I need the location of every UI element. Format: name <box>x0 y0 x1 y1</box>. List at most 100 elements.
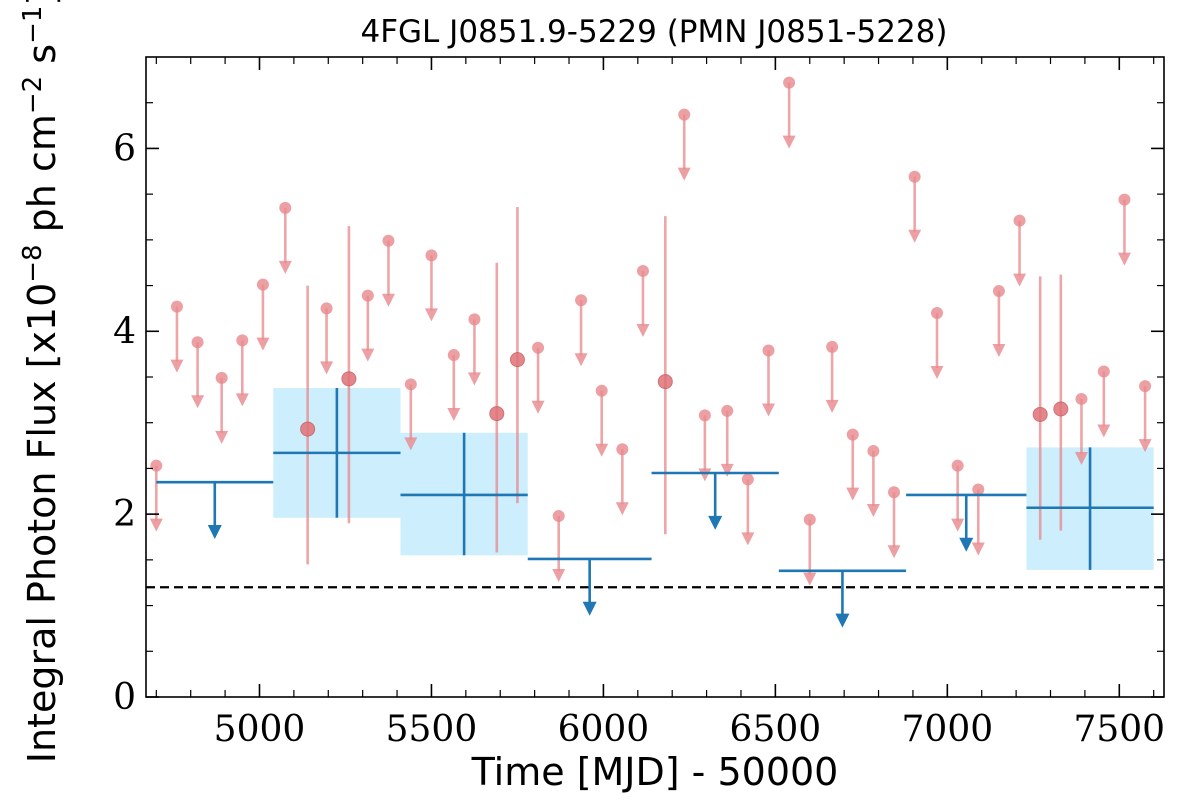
upper-limit-arrow-head <box>1097 424 1111 438</box>
upper-limit-arrow-head <box>404 437 418 451</box>
upper-limit-point <box>1013 214 1026 227</box>
detection-point <box>300 421 316 437</box>
plot-area <box>146 76 1164 628</box>
upper-limit-arrow-head <box>552 568 566 582</box>
upper-limit-arrow-head <box>615 502 629 516</box>
upper-limit-arrow-head <box>595 443 609 457</box>
y-axis-label-exp3: −1 <box>18 6 48 44</box>
upper-limit-arrow-head <box>741 532 755 546</box>
upper-limit-arrow-head <box>1074 451 1088 465</box>
plot-frame <box>145 56 1165 698</box>
upper-limit-point <box>425 249 438 262</box>
upper-limit-point <box>721 404 734 417</box>
upper-limit-arrow-head <box>971 542 985 556</box>
upper-limit-arrow-head <box>1013 273 1027 287</box>
upper-limit-point <box>678 108 691 121</box>
upper-limit-point <box>532 341 545 354</box>
upper-limit-point <box>320 302 333 315</box>
upper-limit-point <box>575 294 588 307</box>
upper-limit-arrow-head <box>467 372 481 386</box>
upper-limit-point <box>846 428 859 441</box>
detection-point <box>341 371 357 387</box>
y-axis-label-end: ] <box>20 0 64 6</box>
upper-limit-arrow-head <box>278 260 292 274</box>
upper-limit-arrow-head <box>381 293 395 307</box>
upper-limit-point <box>1075 392 1088 405</box>
y-axis-label: Integral Photon Flux [x10−8 ph cm−2 s−1] <box>18 0 64 763</box>
long-bin-upper-limit-head <box>835 613 850 628</box>
y-tick-label: 2 <box>113 494 136 535</box>
upper-limit-arrow-head <box>782 135 796 149</box>
upper-limit-arrow-head <box>866 504 880 518</box>
y-tick-label: 0 <box>113 677 136 718</box>
upper-limit-point <box>1139 380 1152 393</box>
upper-limit-point <box>361 289 374 302</box>
y-axis-label-exp2: −2 <box>18 76 48 114</box>
detection-point <box>1032 406 1048 422</box>
y-axis-label-mid: ph cm <box>20 114 64 244</box>
upper-limit-arrow-head <box>191 395 205 409</box>
upper-limit-point <box>215 371 228 384</box>
x-axis-label: Time [MJD] - 50000 <box>471 750 839 794</box>
upper-limit-arrow-head <box>235 393 249 407</box>
upper-limit-point <box>908 170 921 183</box>
upper-limit-point <box>867 445 880 458</box>
upper-limit-arrow-head <box>825 399 839 413</box>
x-tick-label: 7000 <box>902 709 994 750</box>
y-tick-label: 6 <box>113 128 136 169</box>
upper-limit-arrow-head <box>170 359 184 373</box>
upper-limit-arrow-head <box>531 400 545 414</box>
upper-limit-arrow-head <box>361 348 375 362</box>
upper-limit-arrow-head <box>677 167 691 181</box>
upper-limit-arrow-head <box>447 408 461 422</box>
long-bin-upper-limit-head <box>959 537 974 552</box>
upper-limit-point <box>992 285 1005 298</box>
upper-limit-point <box>170 300 183 313</box>
y-axis-label-mid2: s <box>20 44 64 76</box>
upper-limit-point <box>191 336 204 349</box>
detection-point <box>509 352 525 368</box>
upper-limit-arrow-head <box>887 545 901 559</box>
upper-limit-arrow-head <box>930 366 944 379</box>
upper-limit-arrow-head <box>951 518 965 532</box>
upper-limit-arrow-head <box>908 229 922 243</box>
upper-limit-point <box>951 459 964 472</box>
upper-limit-point <box>468 313 481 326</box>
upper-limit-arrow-head <box>149 518 163 532</box>
upper-limit-point <box>741 473 754 486</box>
upper-limit-point <box>616 443 629 456</box>
detection-point <box>657 374 673 390</box>
upper-limit-point <box>150 459 163 472</box>
upper-limit-point <box>762 344 775 357</box>
upper-limit-arrow-head <box>574 353 588 367</box>
upper-limit-point <box>972 483 985 496</box>
y-tick-label: 4 <box>113 311 136 352</box>
upper-limit-point <box>698 409 711 422</box>
upper-limit-point <box>552 509 565 522</box>
detection-point <box>489 406 505 422</box>
x-tick-label: 6000 <box>558 709 650 750</box>
upper-limit-point <box>404 378 417 391</box>
upper-limit-point <box>803 513 816 526</box>
upper-limit-point <box>1097 365 1110 378</box>
upper-limit-point <box>256 278 269 291</box>
y-axis-label-main: Integral Photon Flux [x10 <box>20 283 64 764</box>
upper-limit-arrow-head <box>720 463 734 477</box>
axis-ticks: 5000 5500 6000 6500 7000 7500 0 2 4 6 <box>113 57 1165 750</box>
y-axis-label-exp1: −8 <box>18 244 48 282</box>
upper-limit-arrow-head <box>1117 252 1131 266</box>
upper-limit-point <box>826 340 839 353</box>
upper-limit-arrow-head <box>256 337 270 351</box>
upper-limit-arrow-head <box>698 468 712 482</box>
upper-limit-arrow-head <box>215 430 229 444</box>
upper-limit-arrow-head <box>424 308 438 322</box>
upper-limit-arrow-head <box>636 323 650 337</box>
upper-limit-point <box>931 307 944 319</box>
upper-limit-arrow-head <box>846 487 860 501</box>
upper-limit-point <box>236 334 249 347</box>
upper-limit-point <box>783 76 796 89</box>
upper-limit-arrow-head <box>320 361 334 375</box>
upper-limit-point <box>595 384 608 397</box>
